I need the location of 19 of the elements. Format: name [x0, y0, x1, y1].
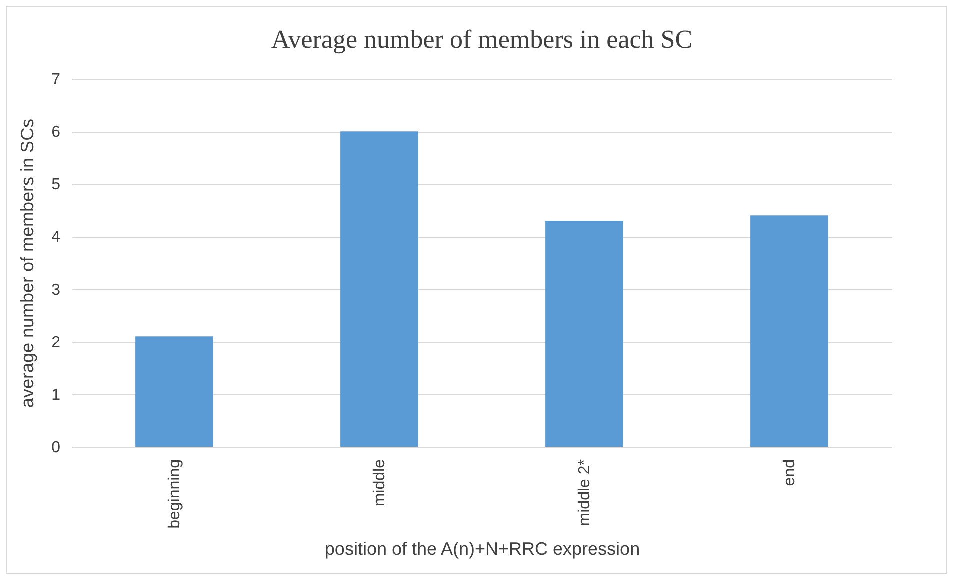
bar — [546, 220, 624, 447]
x-tick-label: middle 2* — [576, 460, 594, 526]
bar — [340, 132, 418, 447]
chart-title: Average number of members in each SC — [271, 25, 693, 54]
y-axis-title: average number of members in SCs — [18, 118, 38, 408]
y-tick-label: 6 — [52, 124, 61, 142]
x-tick-label: middle — [372, 459, 388, 507]
y-tick-label: 7 — [52, 72, 61, 88]
y-tick-label: 1 — [52, 386, 61, 404]
bar — [136, 336, 214, 447]
y-tick-label: 3 — [52, 282, 61, 299]
x-tick-label: beginning — [166, 460, 184, 529]
x-axis-title: position of the A(n)+N+RRC expression — [324, 538, 640, 559]
x-tick-label: end — [782, 460, 798, 486]
y-tick-label: 4 — [52, 229, 61, 246]
y-tick-label: 0 — [52, 440, 61, 456]
y-tick-label: 2 — [52, 334, 61, 352]
bar — [750, 216, 828, 447]
y-tick-label: 5 — [52, 176, 61, 194]
